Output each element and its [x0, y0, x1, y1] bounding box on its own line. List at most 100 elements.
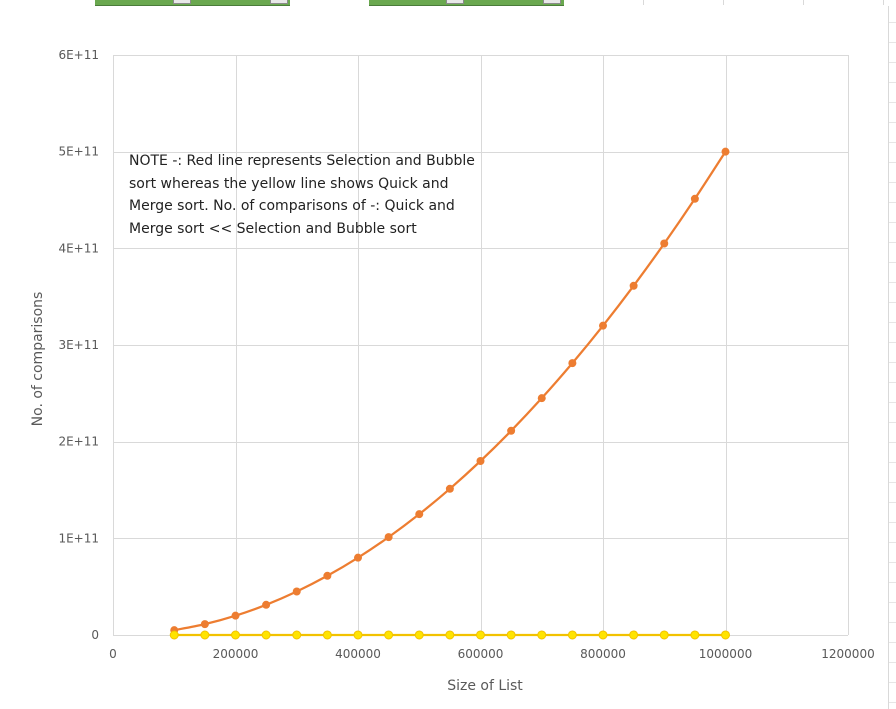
selection-bubble-point: [690, 194, 699, 203]
selection-bubble-point: [629, 281, 638, 290]
sheet-row-line: [889, 62, 896, 63]
selection-bubble-series: [170, 147, 730, 635]
selection-bubble-point: [323, 571, 332, 580]
filter-header-cell: [369, 0, 564, 6]
sheet-row-line: [889, 102, 896, 103]
sheet-column-edge: [888, 6, 889, 709]
sheet-gridline: [643, 0, 644, 5]
selection-bubble-point: [200, 620, 209, 629]
sheet-row-line: [889, 222, 896, 223]
sheet-row-line: [889, 602, 896, 603]
y-tick-label: 0: [91, 628, 99, 642]
sheet-row-line: [889, 422, 896, 423]
sheet-row-line: [889, 402, 896, 403]
y-tick-label: 2E+11: [58, 435, 99, 449]
quick-merge-point: [414, 630, 424, 640]
sheet-row-line: [889, 502, 896, 503]
quick-merge-point: [445, 630, 455, 640]
selection-bubble-point: [660, 239, 669, 248]
selection-bubble-point: [476, 457, 485, 465]
chart-tick-labels: 0 200000 400000 600000 800000 1000000 1200000 0…: [58, 48, 874, 661]
sheet-gridline: [883, 0, 884, 5]
filter-dropdown-button[interactable]: [446, 0, 464, 4]
quick-merge-point: [261, 630, 271, 640]
sheet-row-line: [889, 382, 896, 383]
sheet-gridline: [723, 0, 724, 5]
spreadsheet-top-strip: [0, 0, 896, 6]
sheet-row-line: [889, 362, 896, 363]
chart-gridlines: [113, 55, 849, 636]
filter-dropdown-button[interactable]: [270, 0, 288, 4]
sheet-row-line: [889, 322, 896, 323]
quick-merge-series: [169, 630, 730, 640]
sheet-row-line: [889, 242, 896, 243]
quick-merge-point: [292, 630, 302, 640]
sheet-row-line: [889, 662, 896, 663]
x-tick-label: 400000: [335, 647, 381, 661]
filter-header-cell: [95, 0, 290, 6]
y-axis-title: No. of comparisons: [30, 292, 46, 427]
quick-merge-point: [200, 630, 210, 640]
selection-bubble-point: [231, 611, 240, 620]
selection-bubble-point: [384, 533, 393, 542]
x-tick-label: 800000: [580, 647, 626, 661]
selection-bubble-point: [599, 321, 607, 330]
y-tick-label: 1E+11: [58, 531, 99, 545]
selection-bubble-point: [537, 394, 546, 403]
sheet-row-line: [889, 442, 896, 443]
quick-merge-point: [384, 630, 394, 640]
quick-merge-point: [231, 630, 240, 640]
sheet-row-line: [889, 482, 896, 483]
sheet-row-line: [889, 182, 896, 183]
sheet-gridline: [803, 0, 804, 5]
x-tick-label: 200000: [213, 647, 259, 661]
quick-merge-point: [598, 630, 608, 640]
selection-bubble-point: [445, 484, 454, 493]
sheet-row-line: [889, 542, 896, 543]
sheet-row-line: [889, 122, 896, 123]
selection-bubble-point: [415, 510, 424, 519]
x-tick-label: 0: [109, 647, 117, 661]
sheet-row-line: [889, 262, 896, 263]
filter-dropdown-button[interactable]: [543, 0, 561, 4]
quick-merge-point: [629, 630, 639, 640]
sheet-row-line: [889, 162, 896, 163]
selection-bubble-point: [507, 426, 516, 435]
quick-merge-point: [690, 630, 700, 640]
sheet-row-line: [889, 342, 896, 343]
sheet-row-line: [889, 682, 896, 683]
x-axis-title: Size of List: [447, 678, 523, 694]
filter-dropdown-button[interactable]: [173, 0, 191, 4]
quick-merge-point: [721, 630, 730, 640]
selection-bubble-point: [568, 359, 577, 368]
sheet-row-line: [889, 42, 896, 43]
quick-merge-point: [506, 630, 516, 640]
sheet-row-line: [889, 562, 896, 563]
sheet-row-line: [889, 282, 896, 283]
x-tick-label: 600000: [458, 647, 504, 661]
quick-merge-point: [169, 630, 179, 640]
selection-bubble-point: [292, 587, 301, 596]
sheet-row-line: [889, 642, 896, 643]
sheet-row-line: [889, 302, 896, 303]
sheet-row-line: [889, 82, 896, 83]
sheet-row-line: [889, 202, 896, 203]
quick-merge-point: [659, 630, 669, 640]
quick-merge-point: [567, 630, 577, 640]
selection-bubble-point: [721, 147, 730, 156]
quick-merge-point: [537, 630, 547, 640]
sheet-row-line: [889, 22, 896, 23]
y-tick-label: 3E+11: [58, 338, 99, 352]
selection-bubble-point: [262, 600, 271, 609]
quick-merge-point: [322, 630, 332, 640]
y-tick-label: 4E+11: [58, 241, 99, 255]
quick-merge-point: [476, 630, 485, 640]
sheet-row-line: [889, 702, 896, 703]
sheet-row-line: [889, 622, 896, 623]
y-tick-label: 6E+11: [58, 48, 99, 62]
sheet-row-line: [889, 142, 896, 143]
chart-annotation-note: NOTE -: Red line represents Selection an…: [129, 153, 480, 237]
sheet-row-line: [889, 522, 896, 523]
sheet-row-line: [889, 582, 896, 583]
